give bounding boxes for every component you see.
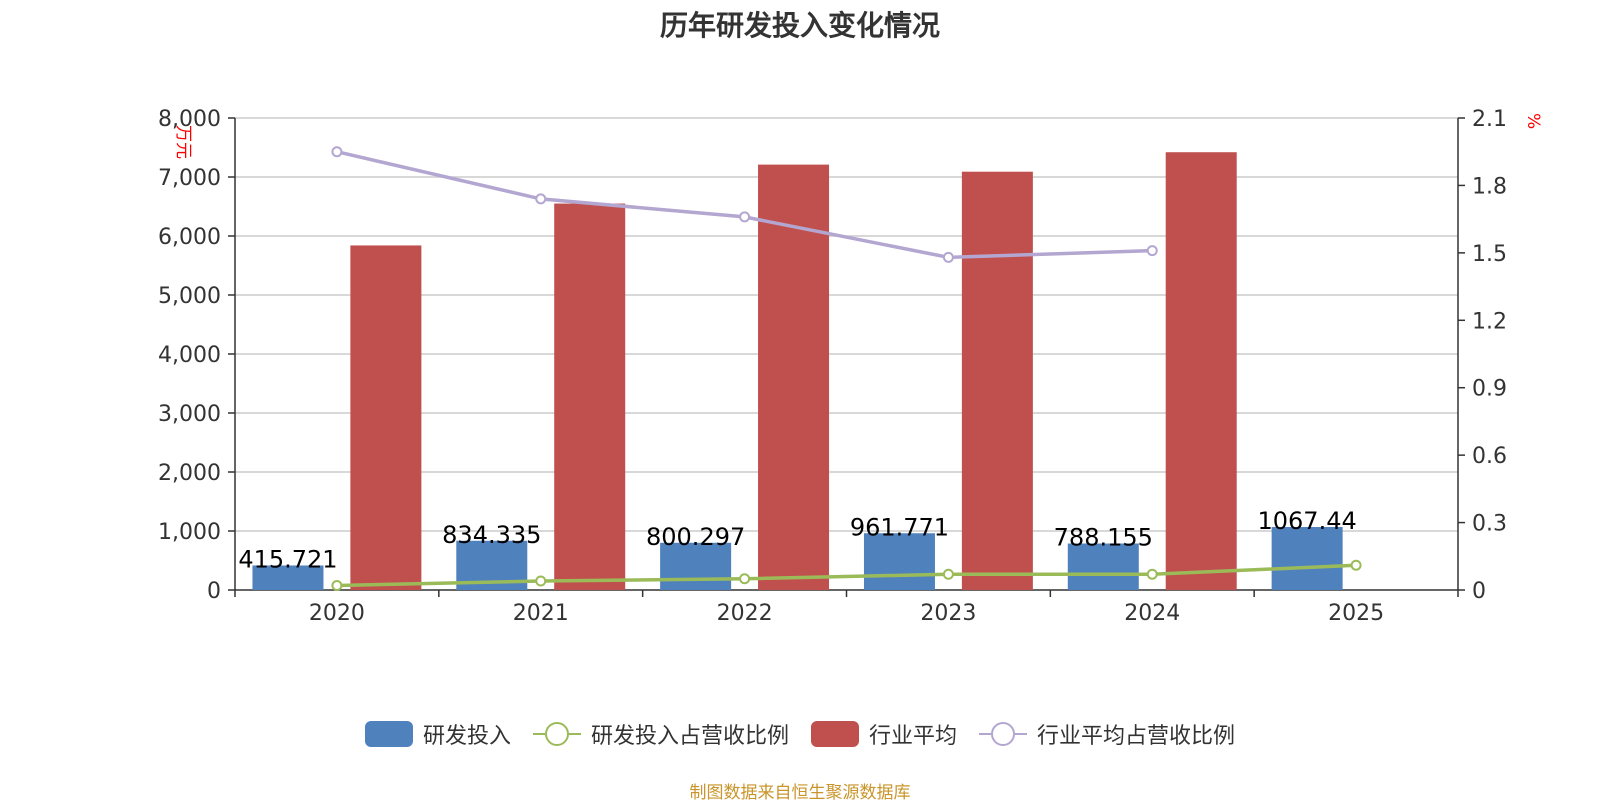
y-right-tick-label: 0.3 bbox=[1472, 512, 1507, 537]
point-rd-ratio[interactable] bbox=[1350, 559, 1362, 571]
source-note: 制图数据来自恒生聚源数据库 bbox=[689, 783, 911, 803]
point-industry-ratio[interactable] bbox=[1146, 245, 1158, 257]
legend-line-industry-ratio bbox=[979, 721, 1028, 747]
bar-rd-investment[interactable] bbox=[1067, 543, 1139, 590]
y-left-tick-label: 8,000 bbox=[158, 107, 221, 132]
point-rd-ratio[interactable] bbox=[535, 575, 547, 587]
y-right-tick-label: 0 bbox=[1472, 579, 1486, 604]
bar-industry-average[interactable] bbox=[554, 203, 626, 591]
data-label-rd-investment: 961.771 bbox=[850, 513, 949, 541]
y-left-unit-label: 万元 bbox=[173, 125, 193, 159]
bar-rd-investment[interactable] bbox=[1271, 527, 1343, 590]
point-rd-ratio[interactable] bbox=[1146, 568, 1158, 580]
legend-item-rd-ratio[interactable]: 研发投入占营收比例 bbox=[532, 718, 789, 750]
y-left-tick-label: 0 bbox=[207, 579, 221, 604]
y-left-tick-label: 3,000 bbox=[158, 402, 221, 427]
data-label-rd-investment: 800.297 bbox=[646, 523, 745, 551]
bar-industry-average[interactable] bbox=[1165, 152, 1237, 590]
axes-layer: 0 1,000 2,000 3,000 4,000 5,000 6,000 7,000 8,00… bbox=[158, 107, 1543, 626]
data-label-rd-investment: 1067.44 bbox=[1258, 507, 1357, 535]
x-tick-label: 2021 bbox=[513, 601, 569, 626]
y-right-tick-label: 0.9 bbox=[1472, 377, 1507, 402]
y-left-tick-label: 4,000 bbox=[158, 343, 221, 368]
bar-rd-investment[interactable] bbox=[660, 542, 732, 590]
legend-label-industry-avg: 行业平均 bbox=[869, 724, 958, 749]
legend-label-rd-ratio: 研发投入占营收比例 bbox=[590, 724, 789, 749]
y-left-tick-label: 7,000 bbox=[158, 166, 221, 191]
x-tick-label: 2023 bbox=[920, 601, 976, 626]
x-tick-label: 2022 bbox=[717, 601, 773, 626]
y-right-tick-label: 0.6 bbox=[1472, 444, 1507, 469]
line-rd-ratio bbox=[336, 563, 1357, 588]
data-label-rd-investment: 788.155 bbox=[1054, 523, 1153, 551]
y-right-tick-label: 1.8 bbox=[1472, 174, 1507, 199]
x-tick-label: 2025 bbox=[1328, 601, 1384, 626]
labels-layer: 415.721 834.335 800.297 961.771 788.155 1067.… bbox=[238, 507, 1356, 573]
data-label-rd-investment: 415.721 bbox=[238, 545, 337, 573]
legend-label-rd-investment: 研发投入 bbox=[422, 724, 511, 749]
bar-industry-average[interactable] bbox=[350, 245, 422, 590]
legend: 研发投入 研发投入占营收比例 行业平均 行业平均占营收比例 bbox=[0, 718, 1600, 750]
bar-industry-average[interactable] bbox=[961, 171, 1033, 590]
lines-layer bbox=[331, 146, 1362, 592]
bar-industry-average[interactable] bbox=[758, 164, 830, 591]
y-left-tick-label: 1,000 bbox=[158, 520, 221, 545]
y-left-tick-label: 6,000 bbox=[158, 225, 221, 250]
point-industry-ratio[interactable] bbox=[942, 251, 954, 263]
x-tick-label: 2020 bbox=[309, 601, 365, 626]
point-industry-ratio[interactable] bbox=[739, 211, 751, 223]
legend-line-rd-ratio bbox=[532, 721, 581, 747]
y-right-tick-label: 1.5 bbox=[1472, 242, 1507, 267]
point-rd-ratio[interactable] bbox=[942, 568, 954, 580]
bar-rd-investment[interactable] bbox=[252, 565, 324, 590]
point-rd-ratio[interactable] bbox=[739, 573, 751, 585]
bars-layer bbox=[252, 152, 1343, 591]
chart-title: 历年研发投入变化情况 bbox=[659, 9, 940, 42]
y-left-tick-label: 2,000 bbox=[158, 461, 221, 486]
legend-swatch-industry-avg bbox=[811, 721, 859, 747]
legend-item-rd-investment[interactable]: 研发投入 bbox=[364, 718, 511, 750]
x-tick-label: 2024 bbox=[1124, 601, 1180, 626]
y-right-tick-label: 1.2 bbox=[1472, 309, 1507, 334]
point-industry-ratio[interactable] bbox=[331, 146, 343, 158]
legend-swatch-rd-investment bbox=[364, 721, 413, 747]
data-label-rd-investment: 834.335 bbox=[442, 521, 541, 549]
point-rd-ratio[interactable] bbox=[331, 580, 343, 592]
point-industry-ratio[interactable] bbox=[535, 193, 547, 205]
legend-item-industry-avg[interactable]: 行业平均 bbox=[811, 718, 957, 750]
y-left-tick-label: 5,000 bbox=[158, 284, 221, 309]
legend-label-industry-ratio: 行业平均占营收比例 bbox=[1037, 724, 1236, 749]
legend-item-industry-ratio[interactable]: 行业平均占营收比例 bbox=[979, 718, 1235, 750]
y-right-tick-label: 2.1 bbox=[1472, 107, 1507, 132]
bar-rd-investment[interactable] bbox=[863, 533, 935, 590]
y-right-unit-label: % bbox=[1523, 113, 1543, 129]
